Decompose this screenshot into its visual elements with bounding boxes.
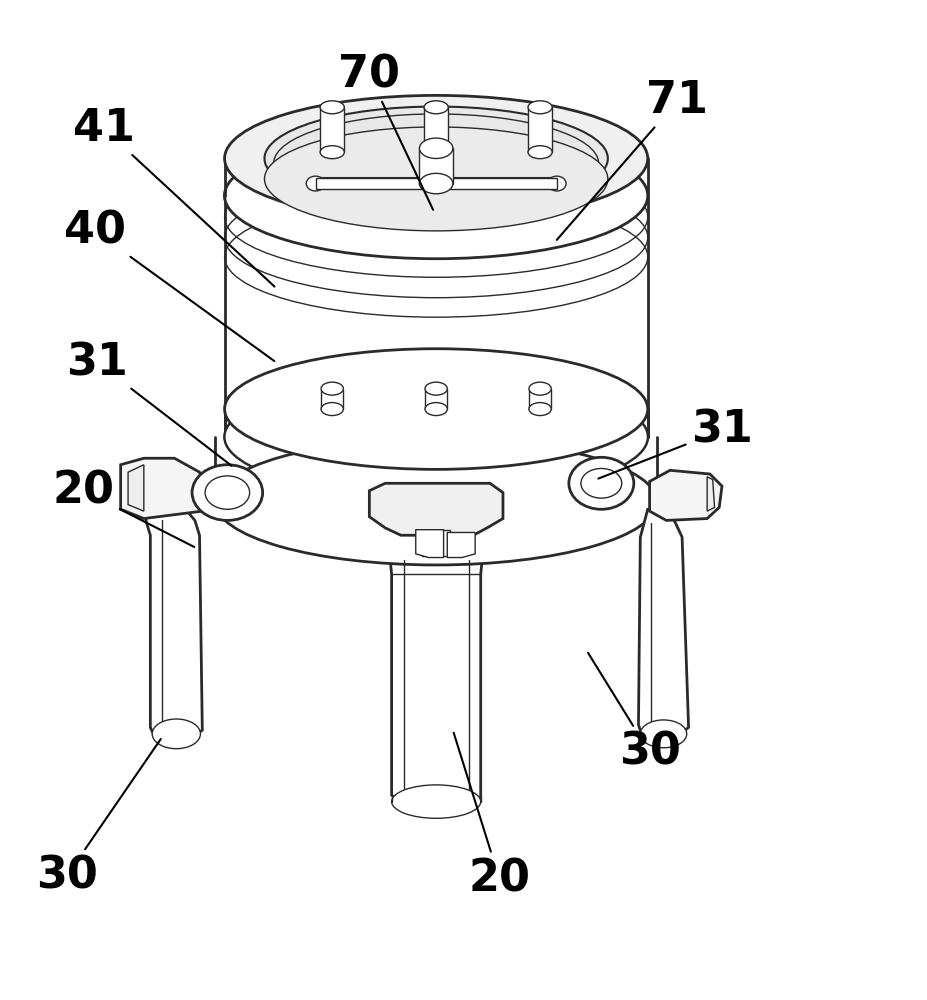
Ellipse shape bbox=[527, 101, 552, 114]
Ellipse shape bbox=[306, 176, 324, 191]
Polygon shape bbox=[144, 509, 202, 743]
Polygon shape bbox=[638, 509, 688, 741]
Ellipse shape bbox=[321, 403, 343, 416]
Text: 20: 20 bbox=[453, 733, 529, 900]
Polygon shape bbox=[528, 389, 551, 409]
Polygon shape bbox=[424, 107, 448, 152]
Polygon shape bbox=[422, 530, 450, 556]
Text: 71: 71 bbox=[556, 79, 707, 240]
Ellipse shape bbox=[419, 173, 452, 194]
Ellipse shape bbox=[425, 382, 447, 395]
Ellipse shape bbox=[527, 146, 552, 159]
Ellipse shape bbox=[192, 465, 262, 520]
Polygon shape bbox=[447, 532, 475, 558]
Ellipse shape bbox=[568, 457, 633, 509]
Ellipse shape bbox=[320, 101, 344, 114]
Ellipse shape bbox=[528, 382, 551, 395]
Ellipse shape bbox=[224, 377, 647, 497]
Text: 70: 70 bbox=[338, 53, 433, 210]
Polygon shape bbox=[321, 389, 343, 409]
Ellipse shape bbox=[224, 135, 647, 256]
Polygon shape bbox=[128, 465, 144, 511]
Ellipse shape bbox=[224, 349, 647, 469]
Ellipse shape bbox=[264, 127, 607, 231]
Polygon shape bbox=[706, 477, 714, 511]
Ellipse shape bbox=[320, 146, 344, 159]
Ellipse shape bbox=[419, 138, 452, 158]
Ellipse shape bbox=[224, 95, 647, 222]
Ellipse shape bbox=[224, 377, 647, 497]
Text: 31: 31 bbox=[67, 341, 232, 466]
Text: 41: 41 bbox=[73, 107, 274, 287]
Polygon shape bbox=[369, 483, 502, 535]
Ellipse shape bbox=[640, 720, 686, 748]
Polygon shape bbox=[425, 389, 447, 409]
Text: 30: 30 bbox=[588, 653, 679, 774]
Ellipse shape bbox=[528, 403, 551, 416]
Ellipse shape bbox=[424, 101, 448, 114]
Ellipse shape bbox=[321, 382, 343, 395]
Polygon shape bbox=[527, 107, 552, 152]
Ellipse shape bbox=[547, 176, 565, 191]
Polygon shape bbox=[450, 178, 556, 189]
Polygon shape bbox=[415, 530, 443, 558]
Polygon shape bbox=[387, 530, 482, 804]
Ellipse shape bbox=[205, 476, 249, 509]
Ellipse shape bbox=[580, 468, 621, 498]
Ellipse shape bbox=[391, 785, 480, 818]
Polygon shape bbox=[315, 178, 422, 189]
Ellipse shape bbox=[215, 439, 656, 565]
Ellipse shape bbox=[152, 719, 200, 749]
Text: 30: 30 bbox=[36, 739, 160, 897]
Ellipse shape bbox=[424, 146, 448, 159]
Text: 31: 31 bbox=[598, 409, 752, 479]
Ellipse shape bbox=[264, 107, 607, 210]
Polygon shape bbox=[649, 470, 721, 520]
Ellipse shape bbox=[425, 403, 447, 416]
Polygon shape bbox=[419, 148, 452, 184]
Ellipse shape bbox=[224, 133, 647, 259]
Polygon shape bbox=[320, 107, 344, 152]
Text: 40: 40 bbox=[64, 209, 274, 361]
Text: 20: 20 bbox=[53, 469, 194, 547]
Polygon shape bbox=[121, 458, 206, 519]
